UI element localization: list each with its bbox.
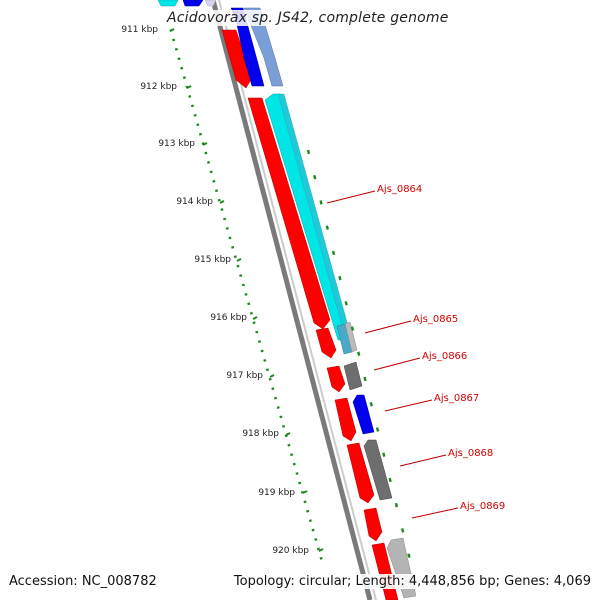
tick-label: 916 kbp [210, 313, 247, 323]
tick-label: 920 kbp [272, 546, 309, 556]
tick-label: 911 kbp [121, 25, 158, 35]
tick-label: 912 kbp [140, 82, 177, 92]
gene-arrow-reverse[interactable] [264, 93, 348, 341]
gene-arrow-reverse[interactable] [344, 321, 358, 353]
leader-lines [326, 190, 459, 519]
gene-arrow-reverse[interactable] [363, 439, 393, 501]
gene-labels: Ajs_0864 Ajs_0865 Ajs_0866 Ajs_0867 Ajs_… [377, 184, 505, 512]
tick-label: 918 kbp [242, 429, 279, 439]
gene-arrow-forward[interactable] [326, 365, 346, 393]
gene-label[interactable]: Ajs_0864 [377, 184, 422, 195]
gene-arrow-forward[interactable] [221, 29, 253, 89]
gene-arrow-reverse[interactable] [352, 394, 375, 435]
scale-track [166, 19, 325, 566]
gene-label[interactable]: Ajs_0868 [448, 448, 493, 459]
gene-arrow-forward[interactable] [315, 327, 337, 359]
gene-arrow-forward[interactable] [346, 442, 375, 504]
gene-arrow-forward[interactable] [334, 397, 357, 442]
gene-arrow-reverse[interactable] [182, 0, 204, 7]
tick-label: 919 kbp [258, 488, 295, 498]
gene-arrow-reverse[interactable] [343, 361, 363, 391]
accession-text: Accession: NC_008782 [9, 574, 157, 589]
backbone [210, 0, 377, 600]
gene-label[interactable]: Ajs_0867 [434, 393, 479, 404]
tick-label: 913 kbp [158, 139, 195, 149]
gene-label[interactable]: Ajs_0866 [422, 351, 467, 362]
genome-summary: Topology: circular; Length: 4,448,856 bp… [233, 574, 591, 589]
gene-arrow-forward[interactable] [363, 507, 383, 542]
map-title: Acidovorax sp. JS42, complete genome [167, 10, 449, 26]
gene-arrow-reverse[interactable] [204, 0, 217, 7]
gene-arrow-forward[interactable] [247, 97, 331, 330]
tick-label: 917 kbp [226, 371, 263, 381]
outer-strand-marks [306, 149, 422, 600]
scale-labels: 911 kbp 912 kbp 913 kbp 914 kbp 915 kbp … [121, 25, 309, 556]
gene-arrow-reverse[interactable] [157, 0, 179, 7]
tick-label: 915 kbp [194, 255, 231, 265]
tick-label: 914 kbp [176, 197, 213, 207]
gene-label[interactable]: Ajs_0869 [460, 501, 505, 512]
reverse-cds-track [157, 0, 417, 599]
gene-label[interactable]: Ajs_0865 [413, 314, 458, 325]
